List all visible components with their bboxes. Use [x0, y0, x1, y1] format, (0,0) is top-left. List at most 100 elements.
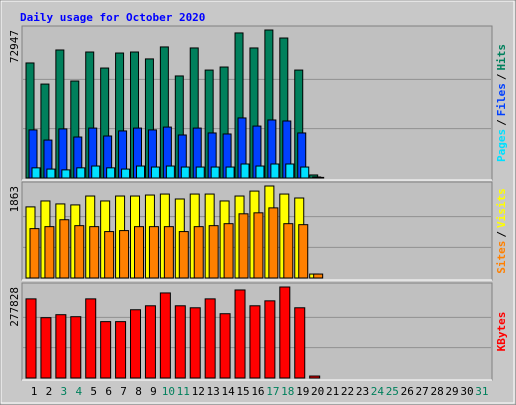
bar — [309, 375, 321, 379]
bar — [31, 167, 41, 179]
bar — [165, 165, 175, 179]
x-tick-label: 25 — [386, 385, 399, 398]
bar — [55, 314, 67, 379]
bar — [121, 168, 131, 179]
y-tick-label: 277828 — [8, 287, 21, 327]
bar — [59, 219, 70, 279]
bar — [61, 169, 71, 179]
bar — [159, 292, 171, 379]
y-tick-label: 1863 — [8, 186, 21, 213]
legend-entry: Sites — [495, 241, 508, 274]
bar — [91, 165, 101, 179]
x-tick-label: 16 — [251, 385, 264, 398]
y-tick-label: 72947 — [8, 30, 21, 63]
x-tick-label: 20 — [311, 385, 324, 398]
bar — [180, 166, 190, 179]
bar — [89, 226, 100, 279]
bar — [100, 321, 112, 379]
bar — [144, 305, 156, 379]
x-tick-label: 7 — [120, 385, 127, 398]
bar — [178, 231, 189, 279]
bar — [163, 226, 174, 279]
legend-separator: / — [495, 73, 508, 80]
bar — [130, 309, 142, 379]
x-tick-label: 1 — [31, 385, 38, 398]
bar — [204, 298, 216, 379]
x-tick-label: 29 — [445, 385, 458, 398]
bar — [238, 213, 249, 279]
bar — [193, 226, 204, 279]
bar — [40, 317, 52, 379]
x-tick-label: 22 — [341, 385, 354, 398]
x-tick-label: 28 — [430, 385, 443, 398]
x-tick-label: 5 — [90, 385, 97, 398]
bar — [223, 223, 234, 279]
x-tick-label: 13 — [207, 385, 220, 398]
bar — [85, 298, 97, 379]
x-tick-label: 30 — [460, 385, 473, 398]
bar — [255, 165, 265, 179]
x-tick-label: 17 — [266, 385, 279, 398]
legend: KBytes — [495, 312, 508, 352]
bar — [104, 231, 115, 279]
bar — [298, 224, 309, 279]
x-tick-label: 24 — [371, 385, 385, 398]
bar — [300, 166, 310, 179]
bar — [264, 300, 276, 379]
bar — [285, 163, 295, 179]
legend-entry: Visits — [495, 188, 508, 228]
bar — [283, 223, 294, 279]
x-tick-label: 21 — [326, 385, 339, 398]
bar — [225, 166, 235, 179]
bar — [315, 176, 325, 179]
bar — [115, 321, 127, 379]
legend-separator: / — [495, 231, 508, 238]
bar — [270, 163, 280, 179]
x-tick-label: 9 — [150, 385, 157, 398]
bar — [119, 230, 130, 279]
legend-separator: / — [495, 119, 508, 126]
bar — [134, 226, 145, 279]
bar — [106, 167, 116, 179]
bar — [249, 305, 261, 379]
bar — [148, 226, 159, 279]
legend-entry: Hits — [495, 44, 508, 71]
bar — [46, 168, 56, 179]
x-tick-label: 12 — [192, 385, 205, 398]
legend-entry: KBytes — [495, 312, 508, 352]
bar — [70, 316, 82, 379]
bar — [174, 305, 186, 379]
bar — [279, 286, 291, 379]
bar — [313, 273, 324, 279]
legend-entry: Pages — [495, 129, 508, 162]
x-tick-label: 23 — [356, 385, 369, 398]
x-tick-label: 2 — [46, 385, 53, 398]
bar — [294, 307, 306, 379]
bar — [74, 225, 85, 279]
bar — [210, 166, 220, 179]
bar — [234, 289, 246, 379]
bar — [150, 166, 160, 179]
bar — [44, 226, 55, 279]
x-tick-label: 31 — [475, 385, 488, 398]
bar — [240, 163, 250, 179]
bar — [25, 298, 37, 379]
bar — [29, 228, 40, 279]
x-tick-label: 27 — [416, 385, 429, 398]
legend-entry: Files — [495, 83, 508, 116]
bar — [219, 313, 231, 379]
chart-title: Daily usage for October 2020 — [20, 11, 205, 24]
x-tick-label: 6 — [105, 385, 112, 398]
x-tick-label: 19 — [296, 385, 309, 398]
bar — [189, 307, 201, 379]
bar — [253, 212, 264, 279]
x-tick-label: 3 — [61, 385, 68, 398]
x-tick-label: 8 — [135, 385, 142, 398]
bar — [136, 165, 146, 179]
x-tick-label: 4 — [75, 385, 82, 398]
bar — [268, 207, 279, 279]
bar — [208, 225, 219, 279]
legend: Pages / Files / Hits — [495, 44, 508, 162]
x-tick-label: 10 — [162, 385, 175, 398]
